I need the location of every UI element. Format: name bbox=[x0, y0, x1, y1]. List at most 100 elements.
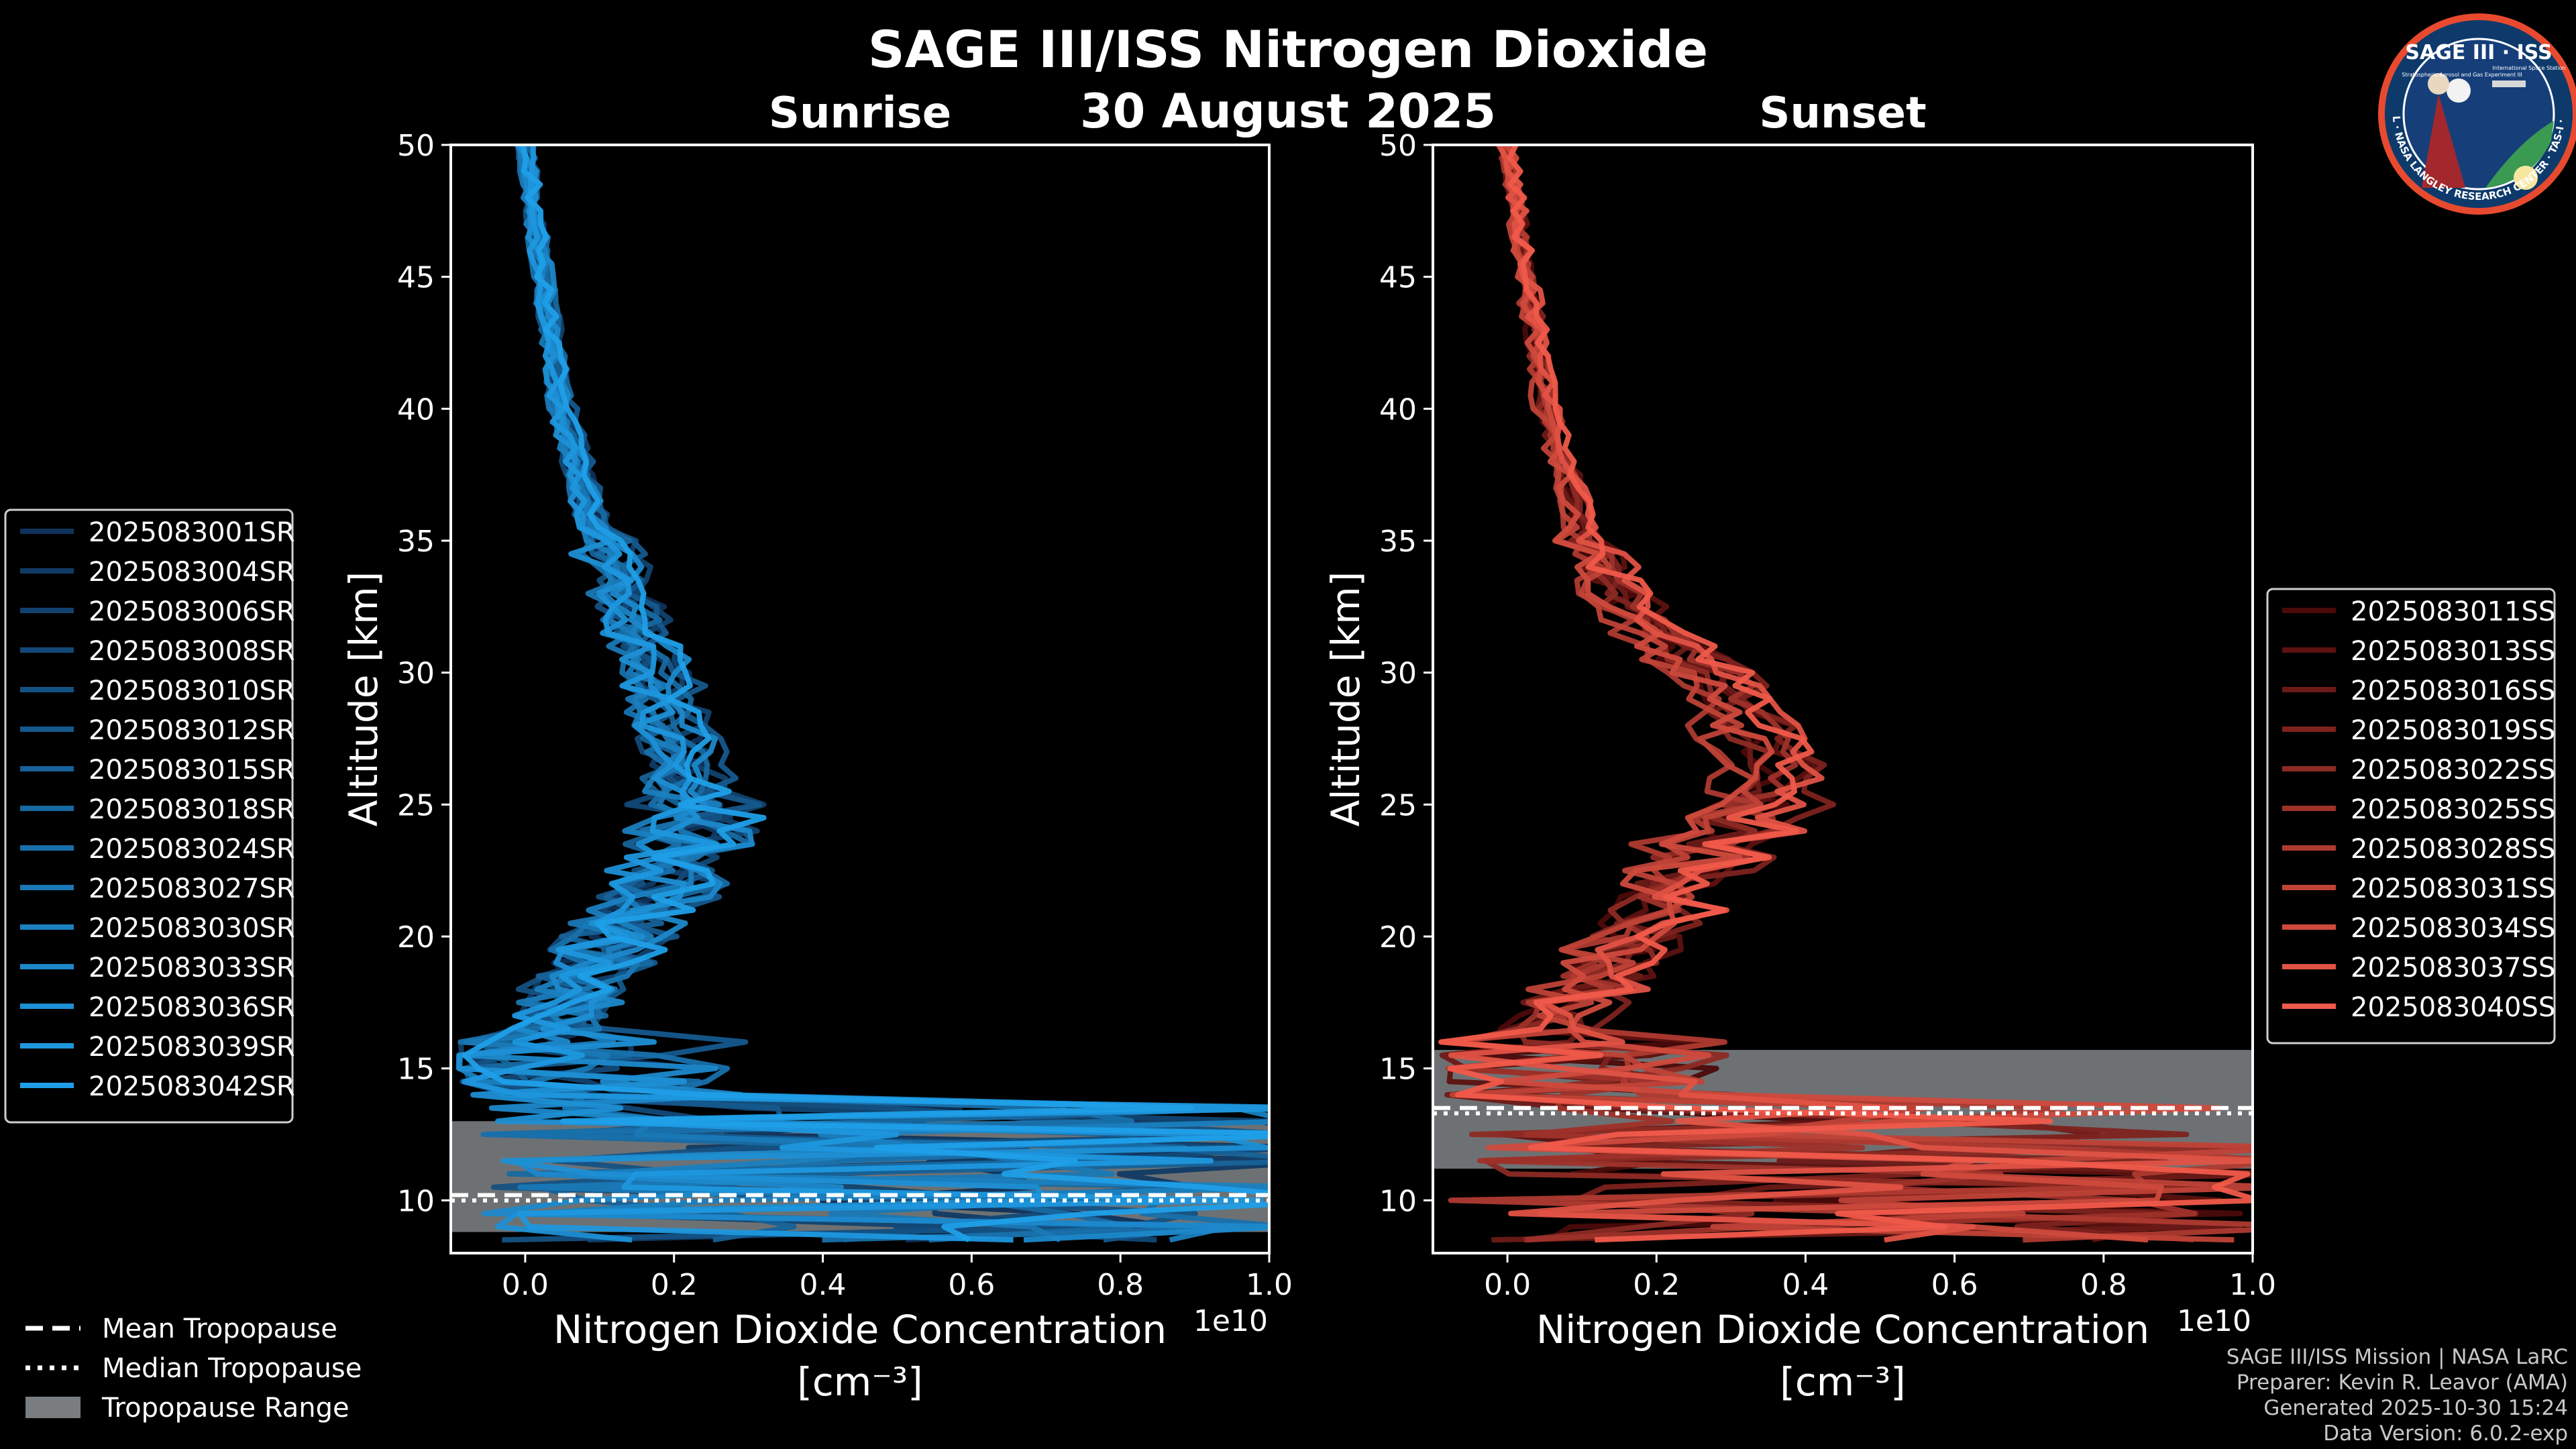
x-tick-label-1.0: 1.0 bbox=[2229, 1268, 2276, 1302]
logo-subtitle-2: International Space Station bbox=[2493, 65, 2566, 71]
legend-median-label: Median Tropopause bbox=[102, 1353, 362, 1384]
legend-label-2025083034SS: 2025083034SS bbox=[2351, 913, 2555, 944]
x-tick-label-1.0: 1.0 bbox=[1246, 1268, 1293, 1302]
sunset-plot-area bbox=[1433, 145, 2253, 1243]
sunrise-panel: 10 15 20 25 30 35 40 45 50 0.0 0.2 0.4 0.6 0.8 1.01e10… bbox=[4, 89, 1293, 1405]
sunset-x-scale-note: 1e10 bbox=[2177, 1304, 2251, 1338]
sunrise-x-label: Nitrogen Dioxide Concentration bbox=[553, 1307, 1167, 1352]
chart-title: SAGE III/ISS Nitrogen Dioxide bbox=[868, 19, 1708, 79]
footer-mission: SAGE III/ISS Mission | NASA LaRC bbox=[2226, 1345, 2568, 1369]
logo-earth bbox=[2485, 121, 2554, 188]
legend-label-2025083011SS: 2025083011SS bbox=[2351, 596, 2555, 627]
y-tick-label-10: 10 bbox=[397, 1184, 435, 1218]
footer-generated: Generated 2025-10-30 15:24 bbox=[2263, 1396, 2568, 1420]
legend-label-2025083025SS: 2025083025SS bbox=[2351, 794, 2555, 825]
sunset-subtitle: Sunset bbox=[1759, 89, 1926, 138]
legend-label-2025083033SR: 2025083033SR bbox=[89, 953, 295, 983]
sunset-legend-box bbox=[2266, 588, 2556, 1044]
sunset-x-unit: [cm⁻³] bbox=[1780, 1359, 1906, 1405]
y-tick-label-45: 45 bbox=[1379, 261, 1417, 295]
legend-label-2025083037SS: 2025083037SS bbox=[2351, 953, 2555, 983]
x-tick-label-0.6: 0.6 bbox=[1931, 1268, 1978, 1302]
y-tick-label-25: 25 bbox=[1379, 788, 1417, 822]
series-2025083037SS bbox=[1448, 145, 2253, 1243]
x-tick-label-0.6: 0.6 bbox=[948, 1268, 995, 1302]
x-tick-label-0.0: 0.0 bbox=[1484, 1268, 1531, 1302]
sunrise-y-label: Altitude [km] bbox=[341, 572, 386, 826]
y-tick-label-50: 50 bbox=[397, 129, 435, 163]
x-tick-label-0.4: 0.4 bbox=[1782, 1268, 1829, 1302]
legend-label-2025083027SR: 2025083027SR bbox=[89, 873, 295, 904]
legend-label-2025083006SR: 2025083006SR bbox=[89, 596, 295, 627]
legend-label-2025083008SR: 2025083008SR bbox=[89, 636, 295, 667]
x-tick-label-0.4: 0.4 bbox=[800, 1268, 847, 1302]
y-tick-label-30: 30 bbox=[1379, 657, 1417, 691]
logo-iss bbox=[2492, 80, 2526, 87]
y-tick-label-30: 30 bbox=[397, 657, 435, 691]
y-tick-label-35: 35 bbox=[397, 525, 435, 559]
legend-label-2025083040SS: 2025083040SS bbox=[2351, 992, 2555, 1023]
logo-name: SAGE III · ISS bbox=[2405, 41, 2552, 64]
y-tick-label-35: 35 bbox=[1379, 525, 1417, 559]
legend-label-2025083012SR: 2025083012SR bbox=[89, 715, 295, 746]
tropopause-legend: Mean Tropopause Median Tropopause Tropopau… bbox=[25, 1313, 362, 1424]
legend-range-swatch bbox=[25, 1397, 80, 1418]
logo-figure bbox=[2422, 94, 2465, 188]
x-tick-label-0.2: 0.2 bbox=[651, 1268, 698, 1302]
legend-label-2025083031SS: 2025083031SS bbox=[2351, 873, 2555, 904]
legend-mean-label: Mean Tropopause bbox=[102, 1313, 337, 1344]
footer-credits: SAGE III/ISS Mission | NASA LaRC Prepare… bbox=[2226, 1344, 2568, 1446]
sunrise-x-unit: [cm⁻³] bbox=[797, 1359, 923, 1405]
y-tick-label-40: 40 bbox=[397, 392, 435, 427]
footer-version: Data Version: 6.0.2-exp bbox=[2323, 1421, 2568, 1446]
legend-label-2025083036SR: 2025083036SR bbox=[89, 992, 295, 1023]
legend-label-2025083018SR: 2025083018SR bbox=[89, 794, 295, 825]
y-tick-label-25: 25 bbox=[397, 788, 435, 822]
legend-label-2025083042SR: 2025083042SR bbox=[89, 1071, 295, 1102]
y-tick-label-10: 10 bbox=[1379, 1184, 1417, 1218]
y-tick-label-15: 15 bbox=[1379, 1053, 1417, 1087]
y-tick-label-40: 40 bbox=[1379, 392, 1417, 427]
x-tick-label-0.0: 0.0 bbox=[502, 1268, 549, 1302]
y-tick-label-20: 20 bbox=[1379, 920, 1417, 955]
footer-preparer: Preparer: Kevin R. Leavor (AMA) bbox=[2236, 1371, 2568, 1395]
sunset-y-label: Altitude [km] bbox=[1323, 572, 1368, 826]
sunrise-frame bbox=[449, 144, 1271, 1254]
legend-label-2025083010SR: 2025083010SR bbox=[89, 676, 295, 706]
legend-range-label: Tropopause Range bbox=[101, 1393, 350, 1424]
logo-moon bbox=[2447, 78, 2471, 103]
sunset-legend: 2025083011SS 2025083013SS 2025083016SS 2025… bbox=[2266, 588, 2556, 1044]
x-tick-label-0.8: 0.8 bbox=[2080, 1268, 2127, 1302]
legend-label-2025083004SR: 2025083004SR bbox=[89, 557, 295, 588]
legend-label-2025083013SS: 2025083013SS bbox=[2351, 636, 2555, 667]
sunrise-plot-area bbox=[451, 145, 1269, 1243]
logo-sun bbox=[2514, 166, 2538, 190]
sunset-frame bbox=[1432, 144, 2254, 1254]
y-tick-label-20: 20 bbox=[397, 920, 435, 955]
x-tick-label-0.2: 0.2 bbox=[1633, 1268, 1680, 1302]
series-2025083036SR bbox=[455, 145, 1269, 1243]
legend-label-2025083022SS: 2025083022SS bbox=[2351, 755, 2555, 786]
sunset-x-label: Nitrogen Dioxide Concentration bbox=[1536, 1307, 2149, 1352]
legend-label-2025083024SR: 2025083024SR bbox=[89, 834, 295, 865]
sunrise-legend: 2025083001SR 2025083004SR 2025083006SR 2025… bbox=[4, 508, 295, 1124]
sunrise-legend-box bbox=[4, 508, 294, 1124]
chart-date: 30 August 2025 bbox=[1080, 84, 1496, 139]
y-tick-label-15: 15 bbox=[397, 1053, 435, 1087]
series-2025083042SR bbox=[462, 145, 1269, 1242]
legend-label-2025083001SR: 2025083001SR bbox=[89, 517, 295, 548]
series-2025083033SR bbox=[460, 145, 1269, 1243]
logo-figure-head bbox=[2428, 73, 2449, 95]
legend-label-2025083030SR: 2025083030SR bbox=[89, 913, 295, 944]
legend-label-2025083039SR: 2025083039SR bbox=[89, 1032, 295, 1063]
legend-label-2025083016SS: 2025083016SS bbox=[2351, 676, 2555, 706]
y-tick-label-45: 45 bbox=[397, 261, 435, 295]
y-tick-label-50: 50 bbox=[1379, 129, 1417, 163]
sunset-panel: 10 15 20 25 30 35 40 45 50 0.0 0.2 0.4 0.6 0.8 1.01e10… bbox=[1323, 89, 2556, 1405]
legend-label-2025083015SR: 2025083015SR bbox=[89, 755, 295, 786]
legend-label-2025083028SS: 2025083028SS bbox=[2351, 834, 2555, 865]
series-2025083040SS bbox=[1439, 145, 2253, 1243]
legend-label-2025083019SS: 2025083019SS bbox=[2351, 715, 2555, 746]
sunrise-x-scale-note: 1e10 bbox=[1193, 1304, 1268, 1338]
